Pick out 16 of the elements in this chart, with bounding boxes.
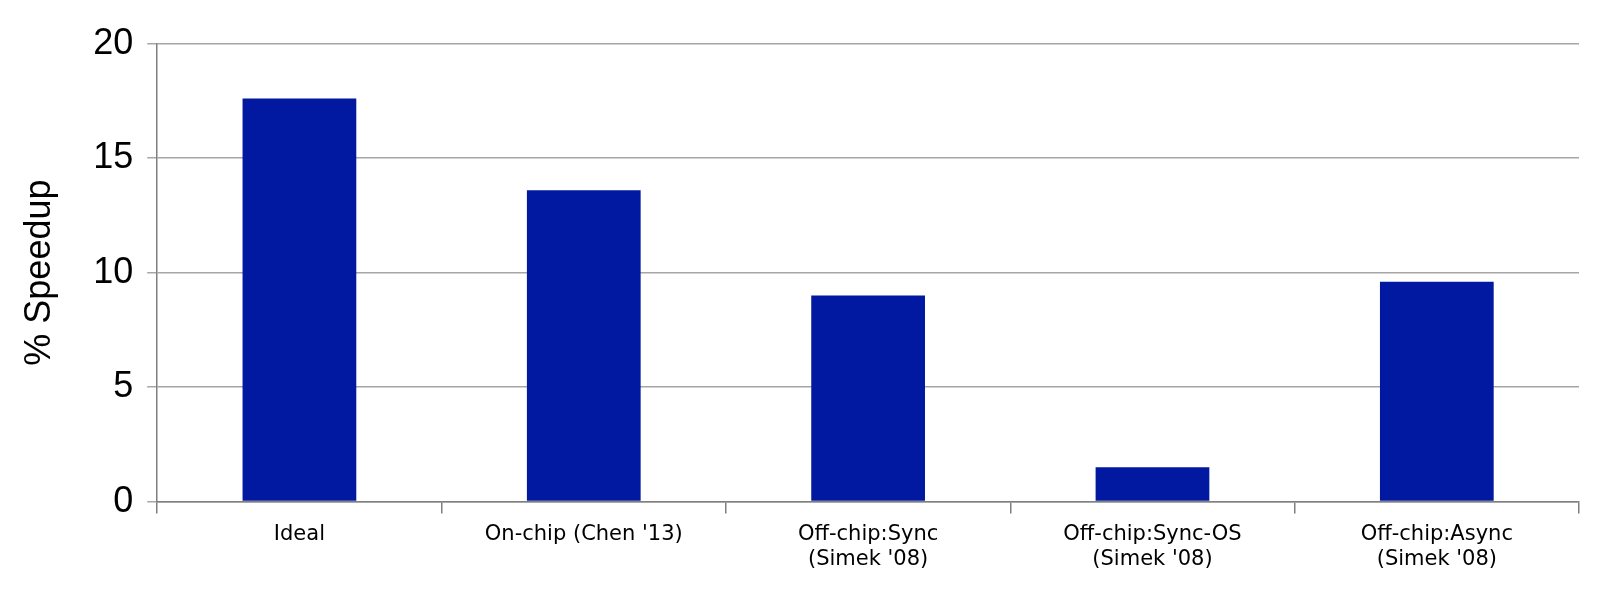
x-tick-label: Off-chip:Sync-OS (Simek '08) bbox=[1063, 520, 1242, 570]
x-tick-label: Ideal bbox=[273, 520, 325, 545]
y-tick-label: 0 bbox=[113, 478, 134, 520]
x-tick-label: On-chip (Chen '13) bbox=[484, 520, 683, 545]
x-tick-label: Off-chip:Async (Simek '08) bbox=[1360, 520, 1513, 570]
bar bbox=[1095, 467, 1210, 501]
y-tick-label: 20 bbox=[93, 20, 134, 62]
y-tick-label: 15 bbox=[93, 135, 134, 177]
bar bbox=[811, 295, 925, 501]
bar bbox=[526, 190, 641, 501]
bar bbox=[1379, 281, 1494, 501]
x-tick-label: Off-chip:Sync (Simek '08) bbox=[797, 520, 939, 570]
bar bbox=[242, 98, 357, 501]
y-tick-label: 10 bbox=[93, 249, 134, 291]
y-axis-title: % Speedup bbox=[16, 179, 58, 366]
y-tick-label: 5 bbox=[113, 364, 134, 406]
